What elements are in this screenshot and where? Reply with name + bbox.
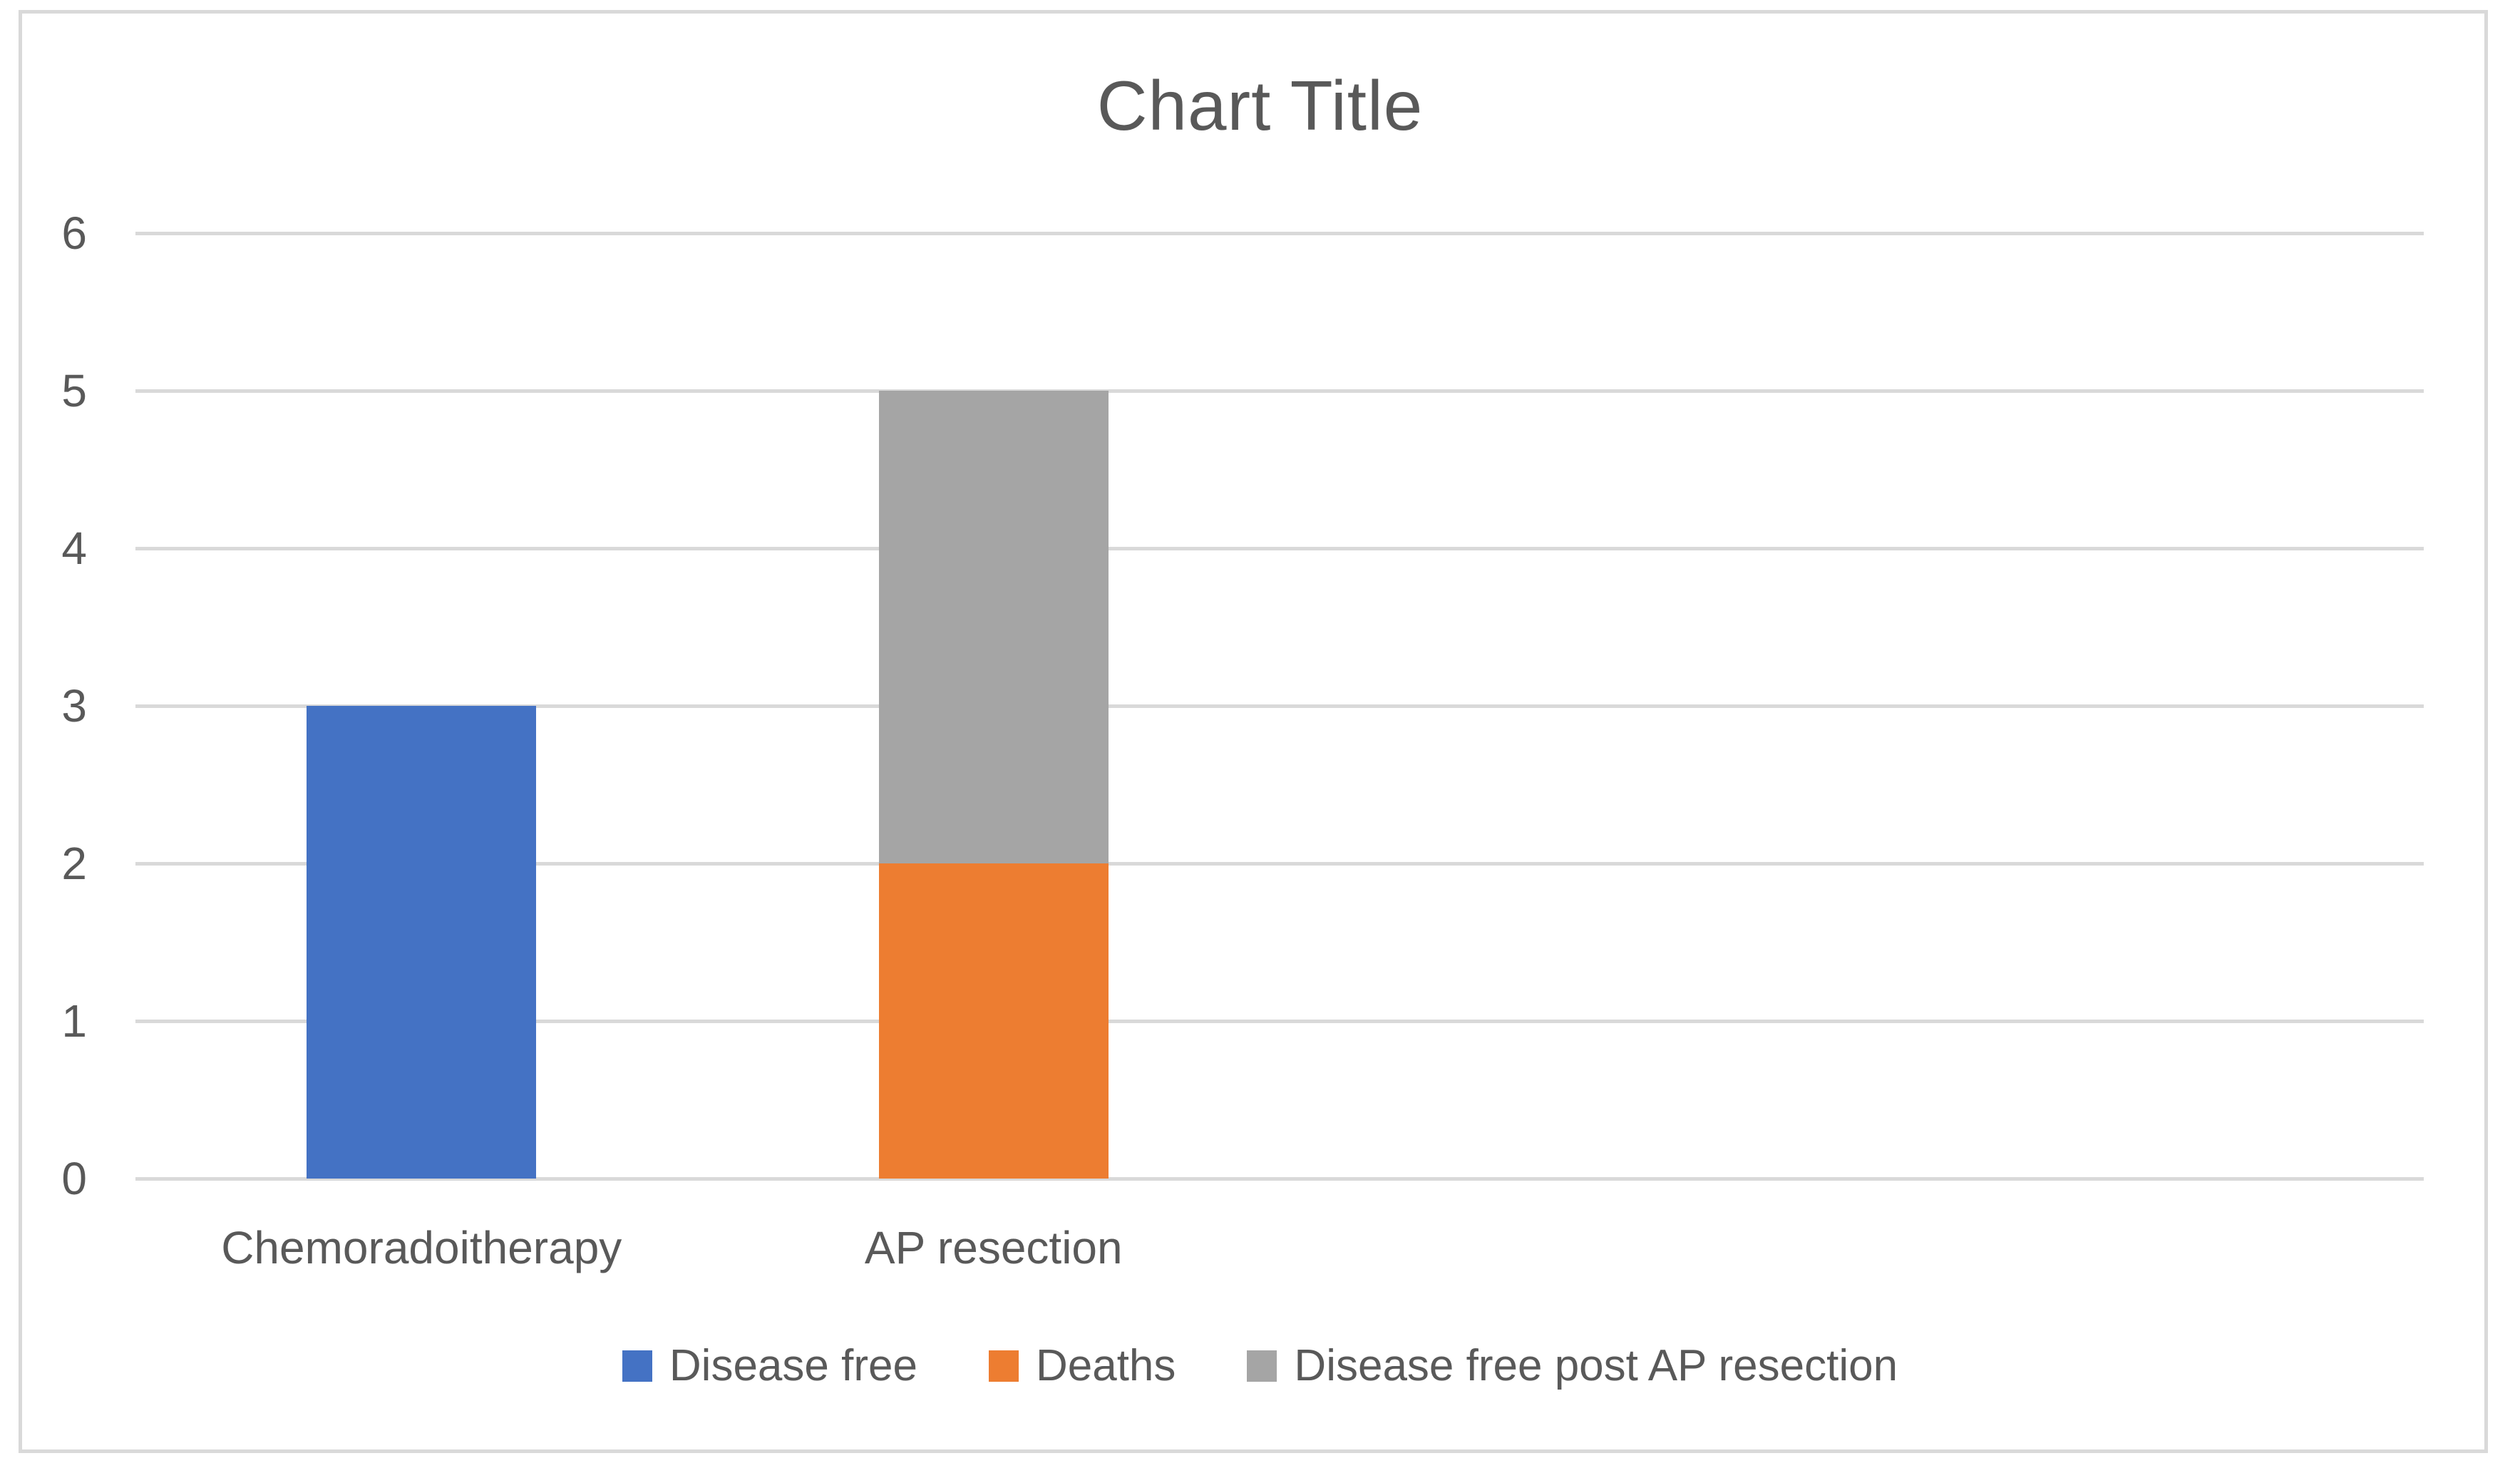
gridline-y2 [135,862,2424,866]
legend-item: Deaths [988,1341,1176,1390]
chart-title: Chart Title [1096,66,1424,145]
y-tick-label: 6 [61,207,87,259]
legend: Disease free Deaths Disease free post AP r… [0,1343,2520,1389]
y-tick-label: 0 [61,1153,87,1204]
y-tick-label: 4 [61,523,87,574]
legend-item: Disease free post AP resection [1247,1343,1898,1389]
legend-swatch [622,1350,652,1382]
legend-label: Disease free post AP resection [1294,1341,1898,1390]
gridline-y0 [135,1177,2424,1181]
bar-segment [878,863,1109,1179]
y-tick-label: 5 [61,365,87,416]
y-tick-label: 1 [61,995,87,1047]
gridline-y1 [135,1020,2424,1023]
bar-segment [307,706,537,1179]
legend-swatch [1247,1350,1277,1382]
legend-label: Deaths [1035,1341,1176,1390]
legend-item: Disease free [622,1343,917,1389]
gridline-y4 [135,547,2424,550]
gridline-y6 [135,232,2424,235]
bar-segment [878,391,1109,863]
x-category-label: Chemoradoitherapy [221,1222,622,1273]
y-tick-label: 2 [61,838,87,889]
gridline-y5 [135,389,2424,393]
legend-label: Disease free [669,1341,917,1390]
gridline-y3 [135,704,2424,708]
y-tick-label: 3 [61,680,87,732]
legend-swatch [988,1350,1019,1382]
x-category-label: AP resection [864,1222,1123,1273]
